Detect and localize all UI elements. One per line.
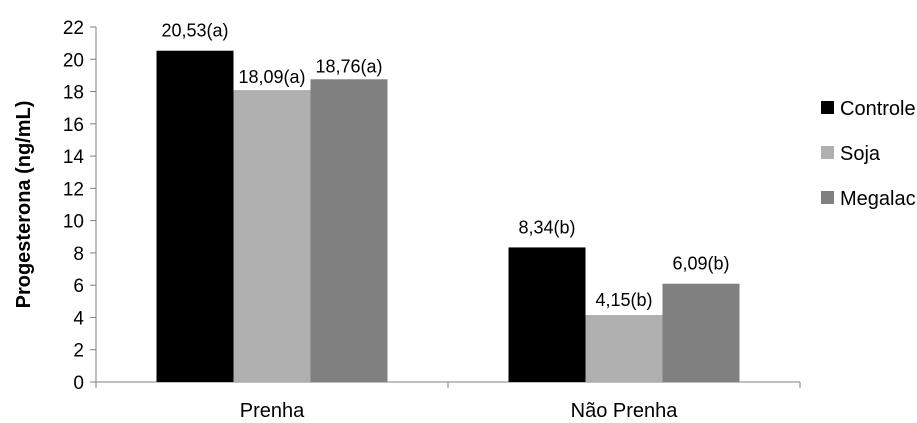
- data-label: 6,09(b): [672, 254, 729, 274]
- legend-label: Soja: [840, 143, 881, 165]
- legend-swatch-megalac: [821, 191, 834, 204]
- data-label: 4,15(b): [595, 290, 652, 310]
- bar-controle: [156, 50, 234, 382]
- y-axis: 0 2 4 6 8 10 12 14 16 18 20 22: [63, 18, 97, 394]
- legend-label: Megalac: [840, 188, 916, 210]
- bar-megalac: [662, 283, 740, 382]
- data-label: 18,76(a): [315, 56, 382, 76]
- bars: [156, 50, 740, 383]
- data-labels: 20,53(a) 18,09(a) 18,76(a) 8,34(b) 4,15(b) 6,…: [161, 21, 729, 310]
- x-tick-label: Prenha: [240, 400, 305, 422]
- bar-soja: [585, 315, 663, 382]
- legend-label: Controle: [840, 98, 916, 120]
- y-tick-label: 16: [63, 115, 84, 136]
- legend: Controle Soja Megalac: [821, 98, 916, 210]
- y-tick-label: 8: [73, 244, 84, 265]
- y-tick-label: 4: [73, 308, 84, 329]
- x-axis: Prenha Não Prenha: [95, 381, 801, 422]
- y-axis-title: Progesterona (ng/mL): [13, 101, 35, 309]
- bar-megalac: [310, 79, 388, 383]
- data-label: 18,09(a): [238, 67, 305, 87]
- y-tick-label: 14: [63, 147, 85, 168]
- data-label: 20,53(a): [161, 21, 228, 41]
- legend-swatch-controle: [821, 101, 834, 114]
- y-tick-label: 2: [73, 341, 84, 362]
- y-tick-label: 12: [63, 179, 84, 200]
- x-tick-label: Não Prenha: [571, 400, 679, 422]
- y-tick-label: 20: [63, 50, 84, 71]
- legend-swatch-soja: [821, 146, 834, 159]
- bar-controle: [508, 247, 586, 382]
- y-tick-label: 6: [73, 276, 84, 297]
- data-label: 8,34(b): [518, 217, 575, 237]
- y-tick-label: 0: [73, 373, 84, 394]
- bar-soja: [233, 90, 311, 382]
- y-tick-label: 10: [63, 212, 84, 233]
- y-tick-label: 18: [63, 83, 84, 104]
- y-tick-label: 22: [63, 18, 84, 39]
